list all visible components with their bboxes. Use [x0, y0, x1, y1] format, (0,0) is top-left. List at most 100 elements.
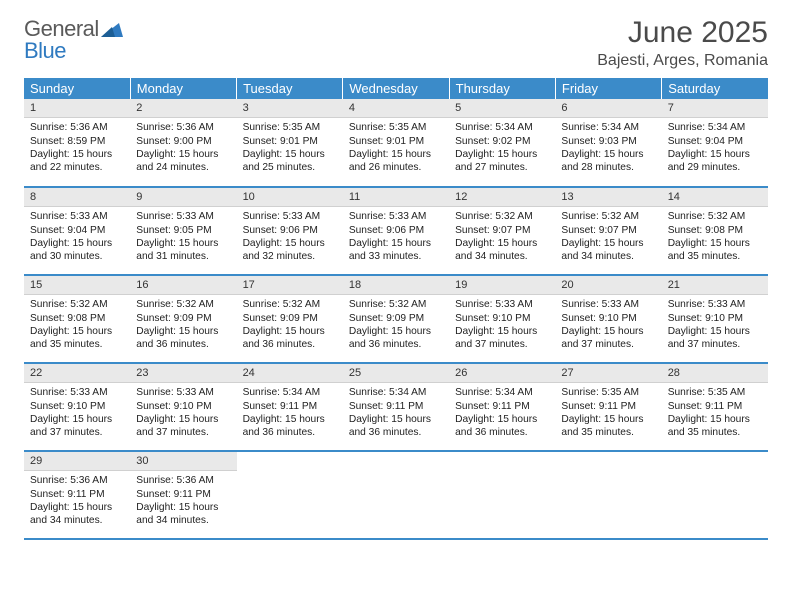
sunset-line: Sunset: 9:01 PM — [243, 135, 337, 148]
sunrise-line: Sunrise: 5:36 AM — [136, 121, 230, 134]
day-body: Sunrise: 5:32 AMSunset: 9:07 PMDaylight:… — [555, 207, 661, 267]
sunset-line: Sunset: 9:10 PM — [668, 312, 762, 325]
day-number: 24 — [237, 364, 343, 383]
calendar-cell — [343, 451, 449, 539]
daylight-line: Daylight: 15 hours and 36 minutes. — [136, 325, 230, 352]
calendar-cell: 14Sunrise: 5:32 AMSunset: 9:08 PMDayligh… — [662, 187, 768, 275]
day-number: 18 — [343, 276, 449, 295]
sunrise-line: Sunrise: 5:33 AM — [668, 298, 762, 311]
calendar-cell: 17Sunrise: 5:32 AMSunset: 9:09 PMDayligh… — [237, 275, 343, 363]
daylight-line: Daylight: 15 hours and 25 minutes. — [243, 148, 337, 175]
calendar-cell: 13Sunrise: 5:32 AMSunset: 9:07 PMDayligh… — [555, 187, 661, 275]
weekday-header: Thursday — [449, 78, 555, 99]
sunset-line: Sunset: 9:09 PM — [136, 312, 230, 325]
daylight-line: Daylight: 15 hours and 30 minutes. — [30, 237, 124, 264]
calendar-cell: 20Sunrise: 5:33 AMSunset: 9:10 PMDayligh… — [555, 275, 661, 363]
calendar-cell: 29Sunrise: 5:36 AMSunset: 9:11 PMDayligh… — [24, 451, 130, 539]
day-body: Sunrise: 5:33 AMSunset: 9:10 PMDaylight:… — [130, 383, 236, 443]
sunrise-line: Sunrise: 5:32 AM — [243, 298, 337, 311]
calendar-cell: 22Sunrise: 5:33 AMSunset: 9:10 PMDayligh… — [24, 363, 130, 451]
calendar-cell: 3Sunrise: 5:35 AMSunset: 9:01 PMDaylight… — [237, 99, 343, 187]
weekday-header: Monday — [130, 78, 236, 99]
calendar-row: 22Sunrise: 5:33 AMSunset: 9:10 PMDayligh… — [24, 363, 768, 451]
daylight-line: Daylight: 15 hours and 35 minutes. — [561, 413, 655, 440]
daylight-line: Daylight: 15 hours and 31 minutes. — [136, 237, 230, 264]
day-number: 9 — [130, 188, 236, 207]
sunrise-line: Sunrise: 5:32 AM — [561, 210, 655, 223]
day-body: Sunrise: 5:33 AMSunset: 9:10 PMDaylight:… — [24, 383, 130, 443]
calendar-cell: 4Sunrise: 5:35 AMSunset: 9:01 PMDaylight… — [343, 99, 449, 187]
sunrise-line: Sunrise: 5:32 AM — [668, 210, 762, 223]
day-body: Sunrise: 5:36 AMSunset: 9:11 PMDaylight:… — [24, 471, 130, 531]
sunset-line: Sunset: 9:08 PM — [30, 312, 124, 325]
calendar-cell: 25Sunrise: 5:34 AMSunset: 9:11 PMDayligh… — [343, 363, 449, 451]
day-number: 8 — [24, 188, 130, 207]
daylight-line: Daylight: 15 hours and 36 minutes. — [349, 325, 443, 352]
daylight-line: Daylight: 15 hours and 37 minutes. — [668, 325, 762, 352]
calendar-cell: 16Sunrise: 5:32 AMSunset: 9:09 PMDayligh… — [130, 275, 236, 363]
sunrise-line: Sunrise: 5:36 AM — [136, 474, 230, 487]
sunset-line: Sunset: 9:01 PM — [349, 135, 443, 148]
sunrise-line: Sunrise: 5:34 AM — [561, 121, 655, 134]
day-body: Sunrise: 5:32 AMSunset: 9:09 PMDaylight:… — [237, 295, 343, 355]
sunrise-line: Sunrise: 5:35 AM — [243, 121, 337, 134]
sunrise-line: Sunrise: 5:35 AM — [349, 121, 443, 134]
sunset-line: Sunset: 9:10 PM — [561, 312, 655, 325]
sunrise-line: Sunrise: 5:36 AM — [30, 121, 124, 134]
sunrise-line: Sunrise: 5:33 AM — [243, 210, 337, 223]
daylight-line: Daylight: 15 hours and 35 minutes. — [30, 325, 124, 352]
calendar-body: 1Sunrise: 5:36 AMSunset: 8:59 PMDaylight… — [24, 99, 768, 539]
sunrise-line: Sunrise: 5:33 AM — [455, 298, 549, 311]
calendar-cell: 19Sunrise: 5:33 AMSunset: 9:10 PMDayligh… — [449, 275, 555, 363]
sunrise-line: Sunrise: 5:33 AM — [30, 386, 124, 399]
daylight-line: Daylight: 15 hours and 35 minutes. — [668, 237, 762, 264]
calendar-cell: 11Sunrise: 5:33 AMSunset: 9:06 PMDayligh… — [343, 187, 449, 275]
daylight-line: Daylight: 15 hours and 32 minutes. — [243, 237, 337, 264]
day-number: 27 — [555, 364, 661, 383]
day-number: 12 — [449, 188, 555, 207]
calendar-cell: 7Sunrise: 5:34 AMSunset: 9:04 PMDaylight… — [662, 99, 768, 187]
daylight-line: Daylight: 15 hours and 36 minutes. — [349, 413, 443, 440]
daylight-line: Daylight: 15 hours and 34 minutes. — [30, 501, 124, 528]
calendar-cell: 10Sunrise: 5:33 AMSunset: 9:06 PMDayligh… — [237, 187, 343, 275]
calendar-cell: 18Sunrise: 5:32 AMSunset: 9:09 PMDayligh… — [343, 275, 449, 363]
sunrise-line: Sunrise: 5:33 AM — [30, 210, 124, 223]
day-body: Sunrise: 5:36 AMSunset: 9:11 PMDaylight:… — [130, 471, 236, 531]
sunrise-line: Sunrise: 5:34 AM — [349, 386, 443, 399]
calendar-cell — [449, 451, 555, 539]
day-number: 16 — [130, 276, 236, 295]
weekday-header: Friday — [555, 78, 661, 99]
location-text: Bajesti, Arges, Romania — [597, 52, 768, 70]
day-number: 10 — [237, 188, 343, 207]
calendar-cell: 5Sunrise: 5:34 AMSunset: 9:02 PMDaylight… — [449, 99, 555, 187]
day-number: 6 — [555, 99, 661, 118]
calendar-cell: 21Sunrise: 5:33 AMSunset: 9:10 PMDayligh… — [662, 275, 768, 363]
day-number: 11 — [343, 188, 449, 207]
calendar-cell: 24Sunrise: 5:34 AMSunset: 9:11 PMDayligh… — [237, 363, 343, 451]
daylight-line: Daylight: 15 hours and 28 minutes. — [561, 148, 655, 175]
sunset-line: Sunset: 9:07 PM — [455, 224, 549, 237]
day-number: 17 — [237, 276, 343, 295]
day-number: 26 — [449, 364, 555, 383]
calendar-cell: 27Sunrise: 5:35 AMSunset: 9:11 PMDayligh… — [555, 363, 661, 451]
day-number: 25 — [343, 364, 449, 383]
day-body: Sunrise: 5:33 AMSunset: 9:04 PMDaylight:… — [24, 207, 130, 267]
sunset-line: Sunset: 9:09 PM — [349, 312, 443, 325]
daylight-line: Daylight: 15 hours and 37 minutes. — [561, 325, 655, 352]
sunrise-line: Sunrise: 5:33 AM — [561, 298, 655, 311]
sunrise-line: Sunrise: 5:34 AM — [455, 121, 549, 134]
day-body: Sunrise: 5:32 AMSunset: 9:08 PMDaylight:… — [662, 207, 768, 267]
weekday-header: Saturday — [662, 78, 768, 99]
calendar-cell: 1Sunrise: 5:36 AMSunset: 8:59 PMDaylight… — [24, 99, 130, 187]
calendar-row: 8Sunrise: 5:33 AMSunset: 9:04 PMDaylight… — [24, 187, 768, 275]
day-body: Sunrise: 5:36 AMSunset: 9:00 PMDaylight:… — [130, 118, 236, 178]
day-body: Sunrise: 5:32 AMSunset: 9:07 PMDaylight:… — [449, 207, 555, 267]
daylight-line: Daylight: 15 hours and 37 minutes. — [455, 325, 549, 352]
sunset-line: Sunset: 9:05 PM — [136, 224, 230, 237]
logo-word2: Blue — [24, 38, 66, 63]
weekday-row: Sunday Monday Tuesday Wednesday Thursday… — [24, 78, 768, 99]
day-body: Sunrise: 5:33 AMSunset: 9:10 PMDaylight:… — [449, 295, 555, 355]
calendar-head: Sunday Monday Tuesday Wednesday Thursday… — [24, 78, 768, 99]
sunrise-line: Sunrise: 5:34 AM — [243, 386, 337, 399]
sunrise-line: Sunrise: 5:34 AM — [455, 386, 549, 399]
